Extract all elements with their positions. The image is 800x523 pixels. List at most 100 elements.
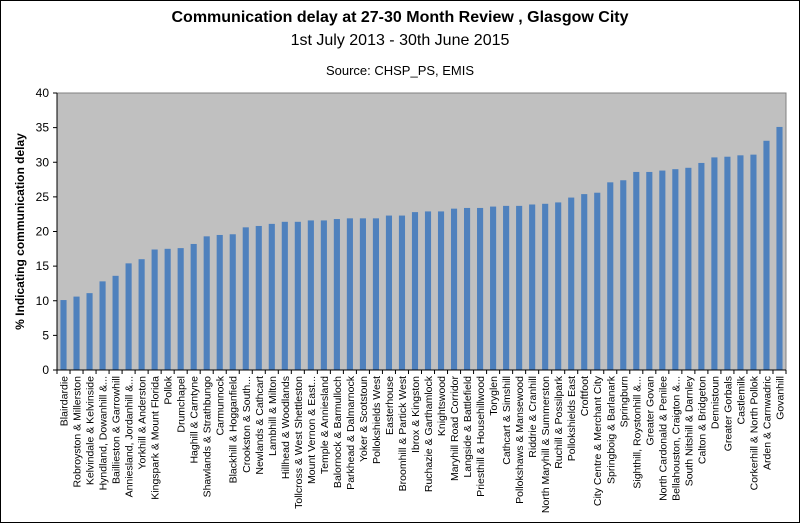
bar xyxy=(568,197,575,370)
bar xyxy=(581,194,588,370)
chart-title: Communication delay at 27-30 Month Revie… xyxy=(171,9,629,26)
x-tick-label: Blackhill & Hogganfield xyxy=(228,376,240,484)
bar xyxy=(659,170,666,370)
x-tick-label: Dennistoun xyxy=(709,376,721,429)
bars xyxy=(60,126,783,371)
bar xyxy=(477,207,484,370)
x-tick-label: Ruchill & Possilpark xyxy=(553,375,565,469)
x-tick-label: North Maryhill & Summerston xyxy=(540,376,552,513)
x-tick-label: Drumchapel xyxy=(176,376,188,433)
x-tick-label: Bellahouston, Craigton &... xyxy=(670,376,682,501)
x-tick-label: Calton & Bridgeton xyxy=(696,376,708,464)
bar xyxy=(437,211,445,370)
y-tick-label: 30 xyxy=(36,155,50,169)
bar xyxy=(73,296,80,370)
x-tick-label: Tollcross & West Shettleston xyxy=(293,376,305,509)
bar xyxy=(138,259,145,370)
bar xyxy=(776,126,783,371)
bar xyxy=(359,218,366,370)
x-axis: Blairdardie Robroyston & Millerston Kelvin… xyxy=(56,369,787,513)
x-tick-label: Kelvindale & Kelvinside xyxy=(85,376,97,485)
x-tick-label: Blairdardie xyxy=(59,376,71,426)
bar xyxy=(294,221,301,370)
bar xyxy=(203,236,210,370)
bar xyxy=(60,300,67,370)
x-tick-label: Sighthill, Roystonhill &... xyxy=(631,376,643,489)
bar xyxy=(516,205,523,370)
bar xyxy=(464,207,471,370)
bar xyxy=(672,169,679,370)
x-tick-label: Greater Gorbals xyxy=(722,376,734,451)
x-tick-label: Anniesland, Jordanhill &... xyxy=(124,376,136,497)
bar xyxy=(398,215,406,370)
x-tick-label: Maryhill Road Corridor xyxy=(449,375,461,481)
x-tick-label: North Cardonald & Penilee xyxy=(657,376,669,501)
bar xyxy=(320,220,327,370)
bar xyxy=(724,156,731,370)
x-tick-label: Govanhill xyxy=(774,376,786,420)
bar xyxy=(307,220,314,370)
x-tick-label: Robroyston & Millerston xyxy=(72,376,84,488)
y-axis: 0 5 10 15 20 25 30 35 40 xyxy=(36,86,58,377)
bar xyxy=(242,227,249,370)
x-tick-label: Springboig & Barlanark xyxy=(605,375,617,484)
bar xyxy=(333,219,340,370)
y-tick-label: 35 xyxy=(36,121,50,135)
bar xyxy=(177,248,184,370)
bar xyxy=(646,171,653,370)
bar xyxy=(151,249,158,370)
y-tick-label: 5 xyxy=(42,328,49,342)
bar xyxy=(411,212,419,370)
y-tick-label: 0 xyxy=(42,363,49,377)
bar xyxy=(685,167,692,370)
bar xyxy=(346,218,353,370)
bar xyxy=(698,162,705,370)
bar xyxy=(490,206,497,370)
bar xyxy=(86,293,93,370)
x-tick-label: Pollokshields East xyxy=(566,376,578,461)
bar xyxy=(125,263,132,370)
x-tick-label: Hyndland, Dowanhill &... xyxy=(98,376,110,490)
x-tick-label: Newlands & Cathcart xyxy=(254,376,266,475)
bar xyxy=(112,275,119,370)
x-tick-label: Carmunnock xyxy=(215,375,227,435)
x-tick-label: Pollok xyxy=(163,375,175,404)
bar xyxy=(529,204,536,370)
y-tick-label: 20 xyxy=(36,225,50,239)
x-tick-label: Kingspark & Mount Florida xyxy=(150,376,162,500)
bar xyxy=(164,248,171,370)
x-tick-label: Cathcart & Simshill xyxy=(501,376,513,465)
x-tick-label: Lambhill & Milton xyxy=(267,376,279,456)
bar xyxy=(424,211,432,370)
x-tick-label: Baillieston & Garrowhill xyxy=(111,376,123,484)
y-tick-label: 10 xyxy=(36,294,50,308)
x-tick-label: South Nitshill & Darnley xyxy=(683,375,695,486)
bar xyxy=(385,215,393,370)
x-tick-label: Castlemilk xyxy=(735,375,747,424)
bar xyxy=(229,234,236,370)
bar xyxy=(450,208,458,370)
y-tick-label: 40 xyxy=(36,86,50,100)
x-tick-label: Shawlands & Strathbungo xyxy=(202,376,214,498)
bar xyxy=(503,205,510,370)
bar xyxy=(711,157,718,370)
bar xyxy=(216,234,223,370)
x-tick-label: Yorkhill & Anderston xyxy=(137,376,149,470)
y-tick-label: 25 xyxy=(36,190,50,204)
x-tick-label: City Centre & Merchant City xyxy=(592,375,604,506)
bar xyxy=(594,192,601,370)
bar xyxy=(633,171,640,370)
x-tick-label: Broomhill & Partick West xyxy=(397,376,409,491)
x-tick-label: Langside & Battlefield xyxy=(462,376,474,478)
x-tick-label: Parkhead & Dalmarnock xyxy=(345,375,357,490)
x-tick-label: Haghill & Carntyne xyxy=(189,376,201,464)
x-tick-label: Hillhead & Woodlands xyxy=(280,376,292,479)
bar xyxy=(190,243,197,370)
x-tick-label: Knightswood xyxy=(436,376,448,436)
chart-source: Source: CHSP_PS, EMIS xyxy=(325,63,475,78)
x-tick-label: Corkerhill & North Pollok xyxy=(748,375,760,490)
bar xyxy=(99,281,106,370)
bar xyxy=(620,180,627,370)
x-tick-label: Yoker & Scotstoun xyxy=(358,376,370,462)
x-tick-label: Temple & Anniesland xyxy=(319,376,331,474)
